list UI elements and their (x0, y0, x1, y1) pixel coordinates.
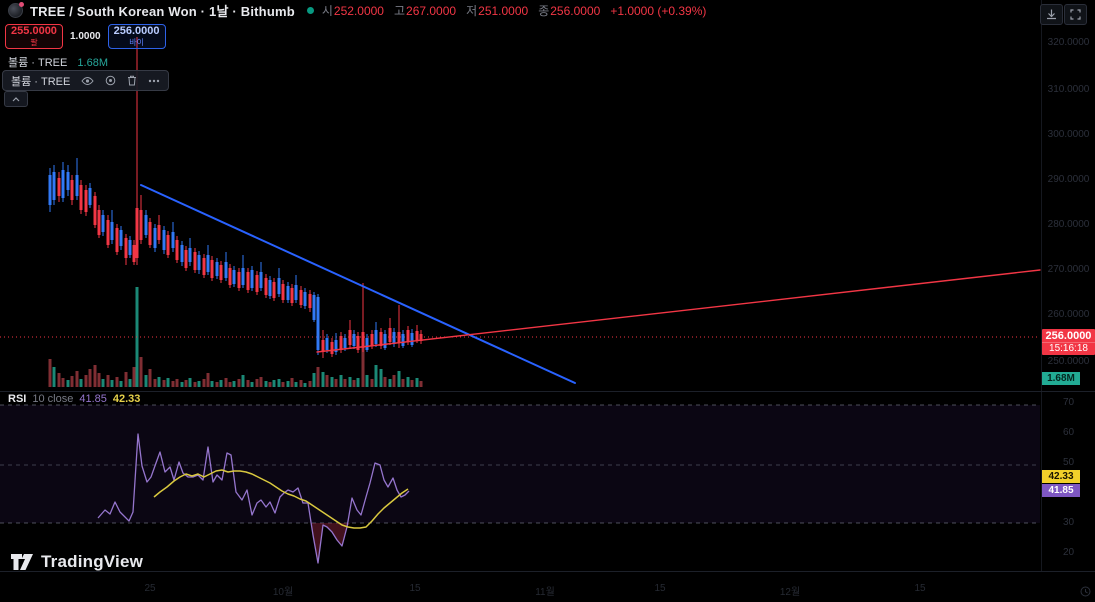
rsi-ma-value: 41.85 (79, 393, 107, 405)
high-label: 고 (393, 4, 406, 18)
download-icon (1047, 9, 1056, 20)
buy-price: 256.0000 (113, 25, 160, 37)
time-axis-label: 15 (409, 583, 421, 594)
time-axis-label: 15 (914, 583, 926, 594)
timezone-clock-icon[interactable] (1080, 584, 1091, 602)
price-axis-label: 280.0000 (1047, 219, 1090, 230)
symbol-title[interactable]: TREE / South Korean Won · 1날 · Bithumb (30, 4, 295, 19)
trash-icon (128, 75, 137, 86)
indicator-toolbar: 볼륨 · TREE (2, 70, 170, 91)
hide-indicator-button[interactable] (81, 76, 94, 86)
chevron-up-icon (12, 96, 20, 101)
price-axis-label: 310.0000 (1047, 84, 1090, 95)
volume-legend-title: 볼륨 · TREE (8, 57, 68, 69)
rsi-value: 42.33 (112, 393, 141, 405)
ellipsis-icon (149, 79, 160, 82)
rsi-axis-label: 20 (1062, 547, 1075, 558)
indicator-settings-button[interactable] (105, 75, 116, 86)
high-value: 267.0000 (406, 4, 457, 18)
tradingview-logo-text: TradingView (41, 552, 144, 571)
low-label: 저 (466, 4, 478, 18)
rsi-axis-tag: 42.33 (1042, 470, 1080, 483)
sell-label: 팔 (30, 38, 38, 47)
time-axis-label: 15 (654, 583, 666, 594)
pane-separator[interactable] (0, 391, 1095, 392)
rsi-axis-label: 60 (1062, 427, 1075, 438)
sell-button[interactable]: 255.0000 팔 (5, 24, 63, 49)
price-axis-label: 260.0000 (1047, 309, 1090, 320)
symbol-header: TREE / South Korean Won · 1날 · Bithumb 시… (0, 0, 1095, 21)
low-value: 251.0000 (478, 4, 529, 18)
tree-coin-icon (8, 2, 24, 18)
rsi-title: RSI (8, 393, 27, 405)
volume-axis-tag: 1.68M (1042, 372, 1080, 385)
price-axis-label: 270.0000 (1047, 264, 1090, 275)
tradingview-mark-icon (11, 554, 33, 570)
close-label: 종 (538, 4, 550, 18)
time-axis-separator (0, 571, 1095, 572)
price-axis-label: 290.0000 (1047, 174, 1090, 185)
volume-legend-value: 1.68M (77, 57, 108, 69)
download-button[interactable] (1040, 4, 1063, 25)
open-value: 252.0000 (333, 4, 384, 18)
eye-icon (81, 76, 94, 85)
trade-panel: 255.0000 팔 1.0000 256.0000 바이 (5, 24, 166, 49)
settings-icon (106, 75, 116, 86)
bar-countdown: 15:16:18 (1042, 342, 1095, 354)
last-price-value: 256.0000 (1045, 330, 1092, 342)
price-change: +1.0000 (+0.39%) (610, 3, 707, 18)
more-options-button[interactable] (148, 79, 160, 83)
rsi-axis-label: 70 (1062, 397, 1075, 408)
last-price-tag: 256.0000 15:16:18 (1042, 329, 1095, 355)
rsi-params: 10 close (32, 393, 74, 405)
rsi-axis-label: 50 (1062, 457, 1075, 468)
rsi-axis-label: 30 (1062, 517, 1075, 528)
time-axis-label: 12월 (779, 587, 801, 598)
close-value: 256.0000 (550, 4, 601, 18)
market-status-icon[interactable] (306, 7, 314, 14)
sell-price: 255.0000 (11, 25, 57, 37)
screenshot-button[interactable] (1064, 4, 1087, 25)
pane-collapse-button[interactable] (4, 91, 28, 107)
ohlc-values: 시252.0000 고267.0000 저251.0000 종256.0000 (322, 2, 600, 19)
price-axis-label: 300.0000 (1047, 129, 1090, 140)
rsi-ma-axis-tag: 41.85 (1042, 484, 1080, 497)
delete-indicator-button[interactable] (127, 75, 137, 86)
volume-legend[interactable]: 볼륨 · TREE 1.68M (8, 54, 108, 70)
indicator-toolbar-title: 볼륨 · TREE (11, 75, 71, 88)
open-label: 시 (321, 4, 333, 18)
price-axis-label: 250.0000 (1047, 356, 1090, 367)
rsi-legend[interactable]: RSI 10 close 41.85 42.33 (8, 393, 140, 405)
tradingview-logo[interactable]: TradingView (10, 551, 143, 573)
time-axis-label: 25 (144, 583, 156, 594)
buy-label: 바이 (129, 38, 144, 47)
buy-button[interactable]: 256.0000 바이 (107, 24, 166, 49)
screenshot-icon (1070, 9, 1081, 20)
price-axis-separator (1041, 0, 1042, 571)
time-axis-label: 11월 (535, 587, 555, 598)
price-axis-label: 320.0000 (1047, 37, 1090, 48)
spread-value: 1.0000 (70, 31, 101, 42)
time-axis-label: 10월 (272, 587, 294, 598)
